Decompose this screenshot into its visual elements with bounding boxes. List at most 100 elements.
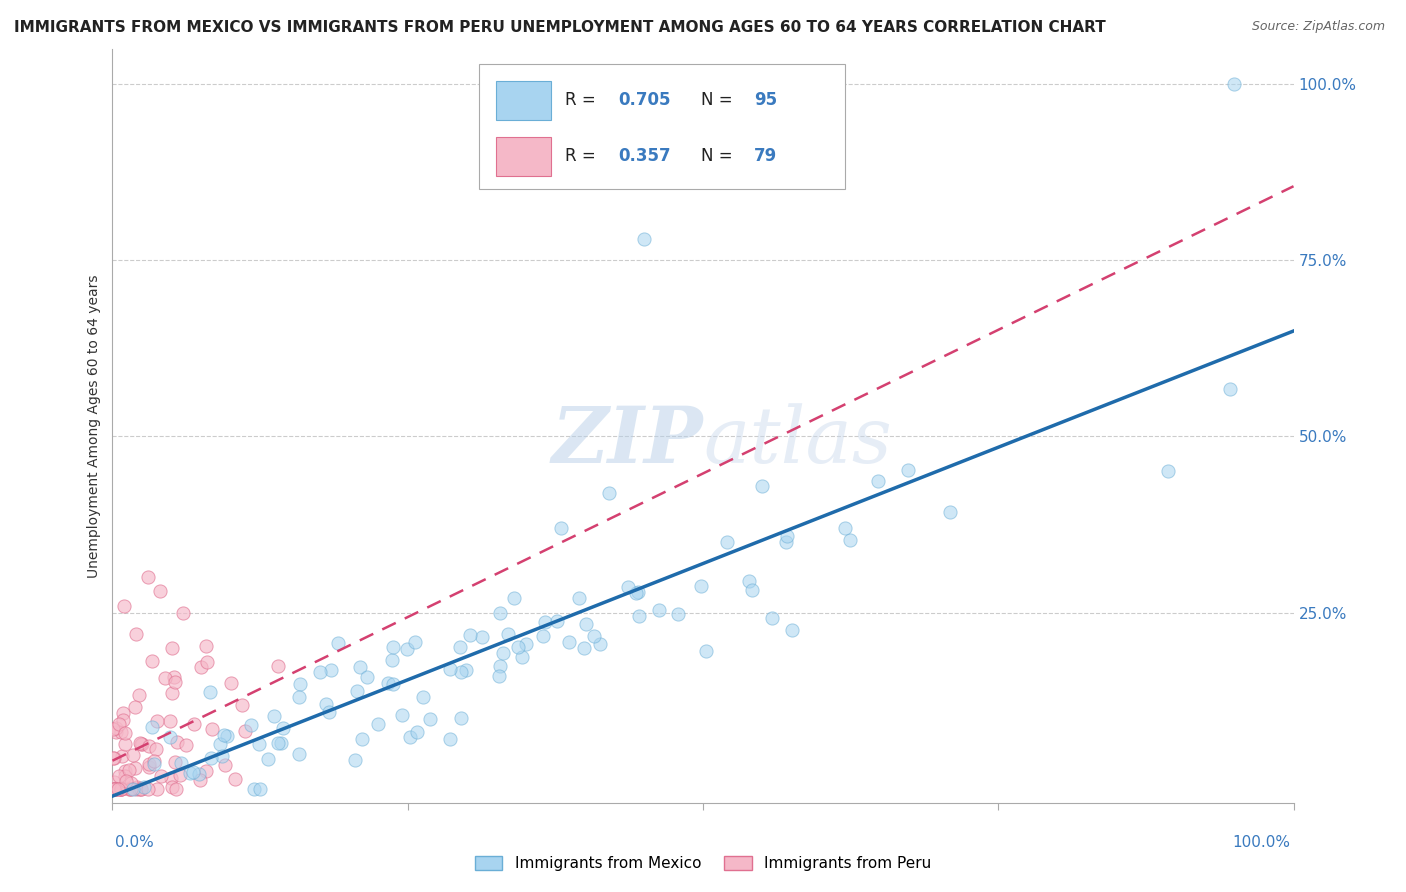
Point — [114, 769, 136, 783]
Point — [243, 781, 266, 796]
Point — [249, 781, 271, 796]
Point — [153, 671, 176, 685]
Point — [405, 724, 427, 739]
Point — [111, 706, 134, 721]
Point — [381, 653, 404, 667]
Point — [247, 737, 270, 751]
Point — [101, 781, 124, 796]
Point — [138, 739, 160, 753]
Point — [271, 721, 294, 735]
Point — [124, 700, 146, 714]
Point — [146, 714, 169, 729]
Point — [1223, 77, 1246, 91]
Point — [256, 752, 278, 766]
Point — [391, 707, 413, 722]
Point — [159, 730, 181, 744]
Point — [195, 640, 218, 654]
Point — [695, 644, 717, 658]
Point — [143, 754, 166, 768]
Point — [125, 781, 148, 796]
Point — [761, 611, 783, 625]
Point — [169, 768, 191, 782]
Point — [114, 764, 136, 779]
Point — [136, 570, 159, 584]
Point — [450, 711, 472, 725]
Point — [125, 626, 148, 640]
Point — [172, 606, 194, 620]
Point — [689, 579, 711, 593]
Point — [125, 780, 148, 794]
Point — [775, 535, 797, 549]
Point — [159, 714, 181, 728]
Point — [546, 614, 568, 628]
Point — [110, 781, 132, 796]
Point — [138, 760, 160, 774]
Point — [534, 615, 557, 629]
Point — [399, 730, 422, 744]
Point — [118, 781, 141, 796]
Point — [162, 686, 184, 700]
Point — [104, 725, 127, 739]
Point — [263, 709, 285, 723]
Point — [419, 712, 441, 726]
Point — [160, 780, 183, 795]
Point — [266, 736, 288, 750]
Point — [143, 757, 166, 772]
Point — [624, 586, 647, 600]
Point — [377, 676, 399, 690]
Point — [839, 533, 862, 548]
Point — [105, 721, 128, 735]
Point — [179, 766, 201, 780]
Point — [107, 781, 129, 796]
Point — [149, 584, 172, 599]
Point — [439, 731, 461, 746]
Text: N =: N = — [700, 147, 738, 165]
Point — [128, 689, 150, 703]
Point — [114, 737, 136, 751]
Point — [120, 781, 142, 796]
Point — [103, 781, 125, 796]
Point — [145, 742, 167, 756]
Point — [939, 505, 962, 519]
Point — [404, 635, 426, 649]
Y-axis label: Unemployment Among Ages 60 to 64 years: Unemployment Among Ages 60 to 64 years — [87, 274, 101, 578]
Point — [488, 606, 510, 620]
Point — [318, 706, 340, 720]
Point — [270, 736, 292, 750]
Point — [101, 750, 124, 764]
Point — [780, 624, 803, 638]
Point — [165, 781, 187, 796]
Point — [583, 629, 606, 643]
FancyBboxPatch shape — [496, 137, 551, 177]
Point — [288, 747, 311, 762]
FancyBboxPatch shape — [496, 80, 551, 120]
Point — [107, 717, 129, 731]
Point — [572, 640, 595, 655]
Point — [575, 616, 598, 631]
Point — [219, 676, 242, 690]
Point — [449, 640, 471, 654]
Point — [668, 607, 690, 621]
Point — [315, 698, 337, 712]
Point — [488, 668, 510, 682]
Point — [170, 756, 193, 770]
Point — [215, 729, 238, 743]
Point — [627, 585, 650, 599]
Point — [104, 781, 127, 796]
Point — [111, 749, 134, 764]
Point — [114, 726, 136, 740]
Point — [738, 574, 761, 589]
Point — [751, 479, 773, 493]
Point — [120, 781, 142, 796]
Point — [163, 755, 186, 769]
Point — [112, 713, 135, 727]
Point — [141, 654, 163, 668]
Point — [110, 781, 132, 796]
Point — [231, 698, 253, 712]
Point — [138, 756, 160, 771]
Point — [741, 582, 763, 597]
Point — [319, 663, 342, 677]
Point — [150, 769, 173, 783]
Point — [160, 640, 183, 655]
Point — [112, 599, 135, 613]
